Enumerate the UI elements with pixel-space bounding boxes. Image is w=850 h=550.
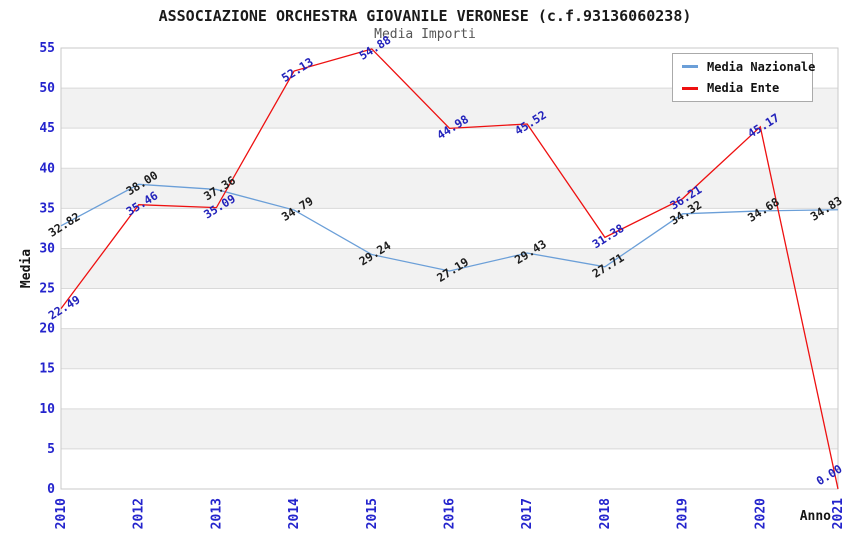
plot-band [61, 208, 838, 249]
x-tick-label: 2016 [443, 498, 458, 529]
x-tick-label: 2019 [676, 498, 691, 529]
y-tick-label: 0 [47, 482, 55, 497]
plot-band [61, 168, 838, 209]
y-tick-label: 20 [39, 322, 55, 337]
y-tick-label: 25 [39, 282, 55, 297]
y-tick-label: 55 [39, 41, 55, 56]
x-tick-label: 2017 [520, 498, 535, 529]
plot-band [61, 248, 838, 289]
y-axis-title: Media [19, 249, 34, 288]
plot-band [61, 408, 838, 449]
y-tick-label: 45 [39, 121, 55, 136]
media-ente-line-marker [682, 86, 698, 90]
y-tick-label: 40 [39, 161, 55, 176]
legend-label-media-ente: Media Ente [707, 81, 780, 96]
y-tick-label: 5 [47, 442, 55, 457]
legend-item-media-ente: Media Ente [673, 79, 812, 97]
plot-band [61, 448, 838, 489]
plot-band [61, 128, 838, 169]
x-tick-label: 2012 [132, 498, 147, 529]
chart-title: ASSOCIAZIONE ORCHESTRA GIOVANILE VERONES… [158, 7, 692, 25]
x-tick-label: 2014 [287, 498, 302, 529]
plot-band [61, 288, 838, 329]
x-tick-label: 2013 [209, 498, 224, 529]
x-axis-title: Anno [800, 509, 831, 524]
y-tick-label: 50 [39, 81, 55, 96]
media-nazionale-line-marker [682, 65, 698, 69]
chart-subtitle: Media Importi [374, 27, 476, 42]
y-tick-label: 35 [39, 201, 55, 216]
y-tick-label: 10 [39, 402, 55, 417]
x-tick-label: 2010 [54, 498, 69, 529]
series-line-media-ente [60, 48, 839, 490]
plot-band [61, 368, 838, 409]
series-line-media-nazionale [60, 183, 839, 272]
x-tick-label: 2020 [753, 498, 768, 529]
x-tick-label: 2018 [598, 498, 613, 529]
plot-band [61, 328, 838, 369]
y-tick-label: 30 [39, 241, 55, 256]
legend-item-media-nazionale: Media Nazionale [673, 58, 816, 76]
x-tick-label: 2021 [831, 498, 846, 529]
legend: Media Nazionale Media Ente [672, 53, 816, 102]
plot-border [60, 47, 839, 490]
legend-label-media-nazionale: Media Nazionale [707, 59, 816, 74]
x-tick-label: 2015 [365, 498, 380, 529]
y-tick-label: 15 [39, 362, 55, 377]
